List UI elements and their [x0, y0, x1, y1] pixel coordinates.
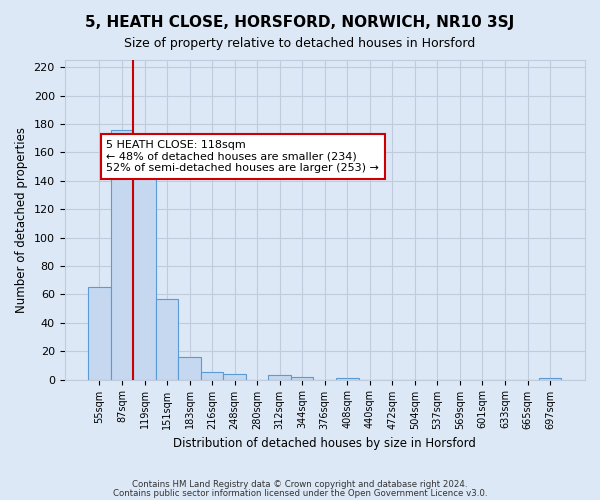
- Text: Size of property relative to detached houses in Horsford: Size of property relative to detached ho…: [124, 38, 476, 51]
- Bar: [539, 378, 562, 380]
- Bar: [133, 146, 156, 380]
- Bar: [223, 374, 246, 380]
- Bar: [291, 376, 313, 380]
- Bar: [178, 357, 201, 380]
- Text: 5 HEATH CLOSE: 118sqm
← 48% of detached houses are smaller (234)
52% of semi-det: 5 HEATH CLOSE: 118sqm ← 48% of detached …: [106, 140, 379, 173]
- Bar: [336, 378, 359, 380]
- Bar: [201, 372, 223, 380]
- Bar: [268, 376, 291, 380]
- Bar: [111, 130, 133, 380]
- Bar: [88, 287, 111, 380]
- Bar: [156, 298, 178, 380]
- Text: Contains public sector information licensed under the Open Government Licence v3: Contains public sector information licen…: [113, 490, 487, 498]
- Y-axis label: Number of detached properties: Number of detached properties: [15, 127, 28, 313]
- Text: Contains HM Land Registry data © Crown copyright and database right 2024.: Contains HM Land Registry data © Crown c…: [132, 480, 468, 489]
- X-axis label: Distribution of detached houses by size in Horsford: Distribution of detached houses by size …: [173, 437, 476, 450]
- Text: 5, HEATH CLOSE, HORSFORD, NORWICH, NR10 3SJ: 5, HEATH CLOSE, HORSFORD, NORWICH, NR10 …: [85, 15, 515, 30]
